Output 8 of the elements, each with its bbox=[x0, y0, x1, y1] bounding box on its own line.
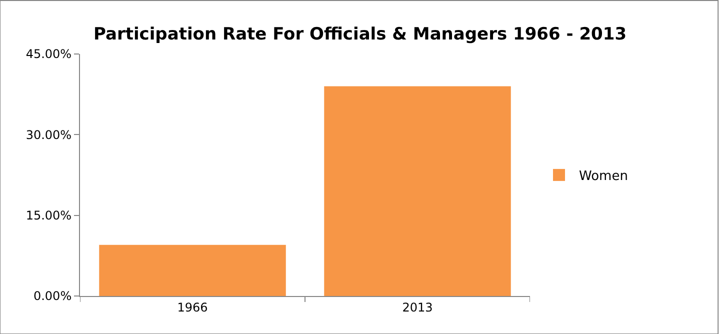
y-tick-label: 45.00% bbox=[26, 47, 72, 62]
y-tick-label: 15.00% bbox=[26, 208, 72, 223]
y-tick-label: 30.00% bbox=[26, 128, 72, 142]
y-tick-label: 0.00% bbox=[33, 289, 72, 304]
legend-label: Women bbox=[579, 169, 628, 184]
x-tick-label: 2013 bbox=[402, 300, 433, 314]
x-tick-label: 1966 bbox=[177, 300, 208, 314]
chart-title: Participation Rate For Officials & Managers 1966 - 2013 bbox=[93, 24, 627, 44]
